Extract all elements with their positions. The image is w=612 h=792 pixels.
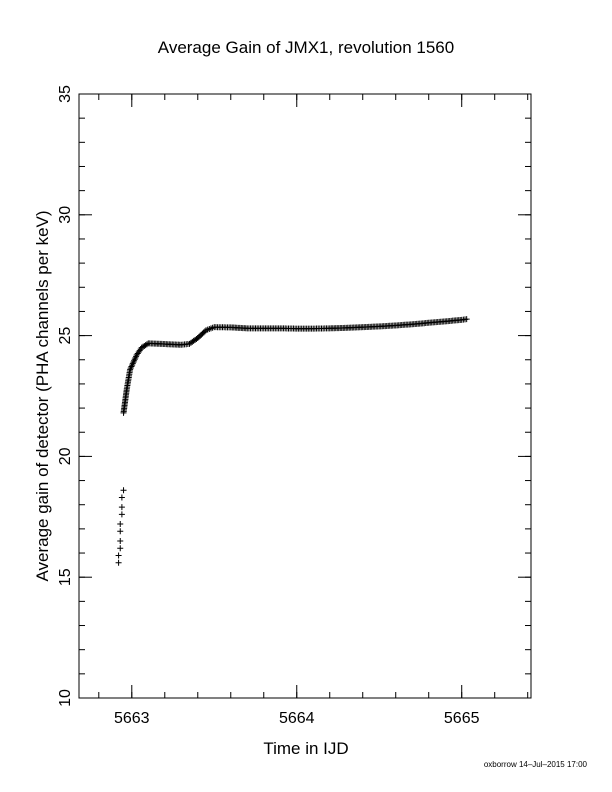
data-point [117, 521, 124, 528]
data-point [118, 511, 125, 518]
data-point [463, 316, 470, 323]
data-point [127, 366, 134, 373]
y-tick-label: 30 [57, 206, 74, 224]
data-point [131, 357, 138, 364]
footer-stamp: oxborrow 14–Jul–2015 17:00 [484, 760, 588, 769]
x-tick-label: 5663 [114, 710, 150, 727]
chart-title: Average Gain of JMX1, revolution 1560 [158, 38, 454, 57]
data-point [129, 360, 136, 367]
data-point [117, 537, 124, 544]
plot-frame [78, 93, 532, 699]
y-axis-label: Average gain of detector (PHA channels p… [33, 210, 52, 581]
data-point [130, 359, 137, 366]
data-point [120, 487, 127, 494]
data-points [115, 316, 470, 566]
x-tick-label: 5664 [279, 710, 315, 727]
axis-tick-labels: 5663 5664 5665 10 15 20 25 30 35 [57, 85, 480, 727]
data-point [129, 362, 136, 369]
data-point [117, 528, 124, 535]
y-tick-label: 20 [57, 447, 74, 465]
y-tick-label: 35 [57, 85, 74, 103]
x-tick-label: 5665 [444, 710, 480, 727]
y-tick-label: 25 [57, 327, 74, 345]
data-point [117, 545, 124, 552]
x-axis-label: Time in IJD [263, 739, 348, 758]
data-point [118, 504, 125, 511]
data-point [128, 363, 135, 370]
data-point [127, 364, 134, 371]
data-point [118, 494, 125, 501]
data-point [131, 356, 138, 363]
axis-ticks [79, 93, 531, 699]
data-point [143, 341, 150, 348]
data-point [132, 354, 139, 361]
y-tick-label: 10 [57, 689, 74, 707]
data-point [115, 559, 122, 566]
y-tick-label: 15 [57, 568, 74, 586]
data-point [115, 552, 122, 559]
